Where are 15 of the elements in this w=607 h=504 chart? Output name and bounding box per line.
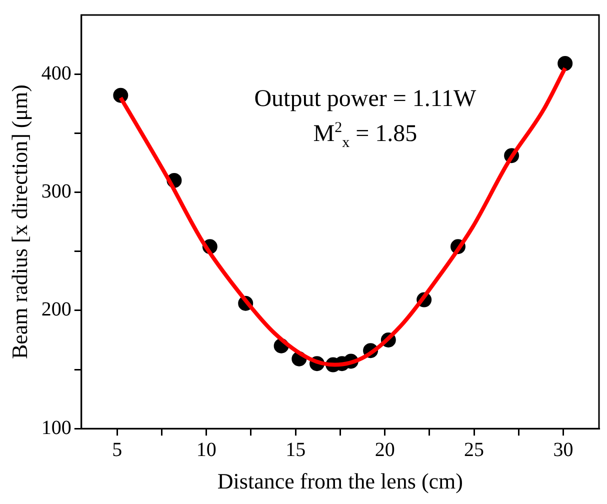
x-tick-label: 10 [196, 438, 216, 461]
x-tick-label: 25 [464, 438, 484, 461]
x-tick-label: 20 [374, 438, 395, 461]
annotation: Output power = 1.11W [254, 86, 476, 112]
x-axis-title: Distance from the lens (cm) [217, 468, 463, 494]
y-tick-label: 400 [41, 62, 72, 84]
y-tick-label: 100 [41, 416, 72, 439]
y-tick-label: 200 [41, 298, 72, 321]
point [558, 56, 573, 71]
x-tick-label: 5 [112, 438, 122, 461]
x-tick-label: 30 [553, 438, 574, 461]
x-tick-label: 15 [286, 438, 306, 461]
y-tick-label: 300 [41, 180, 72, 203]
y-axis-title: Beam radius [x direction] (μm) [6, 84, 32, 360]
annotation: M$^{2}$$_{x}$ = 1.85 [313, 120, 418, 151]
